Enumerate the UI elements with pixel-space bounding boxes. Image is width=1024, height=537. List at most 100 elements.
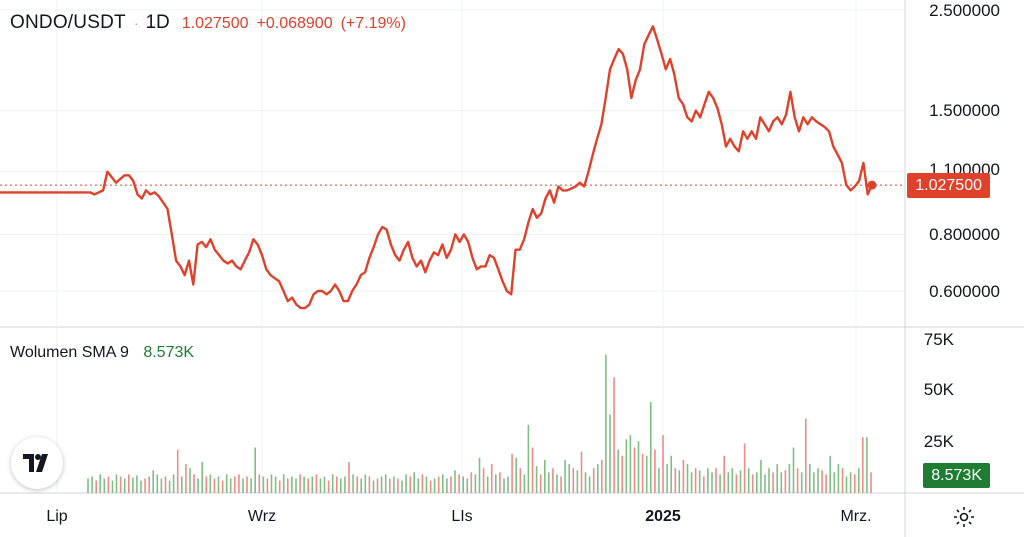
volume-bar [690,472,693,493]
volume-bar [641,453,644,493]
volume-bar [535,466,538,493]
time-axis-label: Wrz [247,508,277,525]
price-change: +0.068900 [256,15,333,32]
volume-bar [617,449,619,493]
volume-bar [556,474,558,493]
volume-bar [307,478,309,493]
volume-bar [698,470,701,493]
volume-bar [181,476,183,493]
volume-bar [486,476,489,493]
volume-bar [776,464,778,493]
volume-bar [205,476,208,493]
volume-bar [597,464,599,493]
volume-bar [311,476,314,493]
volume-bar [446,478,448,493]
volume-axis-label: 50K [923,380,954,399]
volume-bar [368,476,371,493]
volume-bar [238,474,240,493]
volume-bar [364,474,367,493]
volume-bar [160,478,163,493]
volume-bar [478,457,481,493]
volume-bar [246,476,248,493]
price-change-percent: (+7.19%) [340,15,406,32]
settings-gear-icon[interactable] [952,505,976,529]
price-axis-label: 0.600000 [929,282,1000,301]
volume-sma-badge: 8.573K [923,463,990,488]
price-axis-label: 1.500000 [929,101,1000,120]
volume-bar [221,480,224,493]
volume-bar [515,457,517,493]
symbol-name[interactable]: ONDO/USDT [10,12,126,33]
volume-bar [229,478,232,493]
volume-indicator-label: Wolumen SMA 9 [10,344,129,361]
volume-bar [372,480,375,493]
volume-legend[interactable]: Wolumen SMA 9 8.573K [10,344,194,362]
volume-bar [201,462,203,493]
volume-bar [242,478,244,493]
volume-bar [303,476,305,493]
volume-bar [743,443,746,493]
volume-bar [136,475,138,493]
volume-bar [715,468,717,493]
volume-bar [323,476,326,493]
volume-bar [401,480,403,493]
volume-bars [87,354,872,493]
volume-bar [99,474,101,493]
volume-bar [405,474,407,493]
volume-bar [788,464,791,493]
volume-bar [666,464,668,493]
volume-bar [148,476,150,493]
volume-bar [409,476,411,493]
volume-bar [442,474,444,493]
volume-bar [845,476,848,493]
volume-bar [319,478,322,493]
volume-bar [539,474,542,493]
volume-bar [613,377,615,493]
volume-bar [156,474,159,493]
volume-bar [185,464,187,493]
volume-bar [829,455,831,493]
volume-bar [327,480,330,493]
time-axis-label: Lip [46,508,68,525]
volume-bar [458,474,460,493]
volume-bar [111,480,114,493]
volume-bar [425,476,428,493]
volume-bar [723,455,725,493]
volume-bar [140,480,142,493]
volume-bar [384,474,387,493]
volume-bar [637,441,640,493]
volume-bar [462,476,464,493]
volume-bar [217,476,220,493]
volume-bar [437,476,440,493]
volume-bar [507,476,509,493]
volume-bar [735,474,738,493]
volume-bar [225,474,228,493]
tradingview-logo-icon[interactable] [11,437,63,489]
volume-bar [658,468,660,493]
volume-bar [123,478,126,493]
volume-bar [470,472,473,493]
volume-bar [841,468,844,493]
volume-bar [531,447,534,493]
volume-bar [250,478,252,493]
chart-legend-header[interactable]: ONDO/USDT · 1D 1.027500 +0.068900 (+7.19… [10,12,414,34]
volume-bar [450,476,452,493]
volume-bar [499,472,501,493]
volume-bar [853,474,856,493]
time-axis-label: LIs [451,508,473,525]
volume-bar [119,476,122,493]
volume-bar [254,447,256,493]
volume-bar [360,478,362,493]
volume-bar [862,437,864,493]
interval-label[interactable]: 1D [145,12,170,33]
volume-bar [768,468,770,493]
volume-bar [821,470,823,493]
volume-bar [315,474,318,493]
volume-bar [621,455,623,493]
volume-bar [340,478,342,493]
volume-bar [780,472,783,493]
volume-bar [792,447,795,493]
last-price-marker [867,180,877,190]
volume-bar [417,478,420,493]
